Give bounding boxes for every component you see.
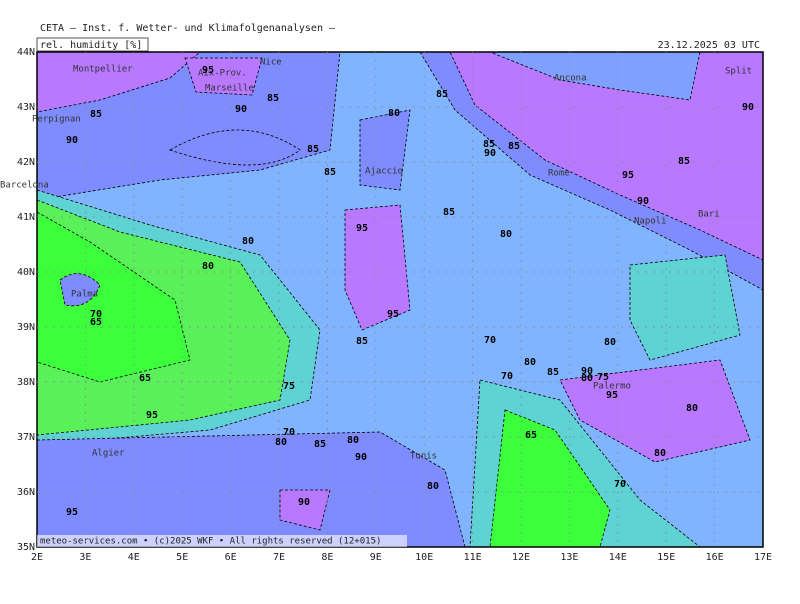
contour-label: 75	[283, 381, 295, 392]
contour-label: 85	[90, 109, 102, 120]
city-label: Tunis	[410, 452, 437, 462]
contour-label: 95	[146, 410, 158, 421]
city-label: Marseille	[205, 84, 254, 94]
lon-label: 3E	[79, 552, 91, 563]
variable-box	[36, 37, 149, 52]
contour-label: 85	[314, 439, 326, 450]
city-label: Split	[725, 67, 752, 77]
contour-label: 80	[581, 373, 593, 384]
contour-label: 80	[500, 229, 512, 240]
contour-label: 65	[525, 430, 537, 441]
contour-label: 90	[637, 196, 649, 207]
city-label: Aix-Prov.	[198, 69, 247, 79]
contour-label: 80	[388, 108, 400, 119]
lon-label: 11E	[464, 552, 482, 563]
contour-label: 85	[443, 207, 455, 218]
valid-time: 23.12.2025 03 UTC	[658, 40, 760, 51]
lat-label: 36N	[17, 487, 35, 498]
city-label: Palermo	[593, 382, 631, 392]
lon-label: 15E	[657, 552, 675, 563]
city-label: Algier	[92, 449, 125, 459]
footer-bg	[37, 535, 407, 547]
lon-label: 2E	[31, 552, 43, 563]
contour-label: 85	[483, 139, 495, 150]
city-label: Rome	[548, 169, 570, 179]
lon-label: 4E	[128, 552, 140, 563]
contour-label: 90	[235, 104, 247, 115]
contour-label: 90	[298, 497, 310, 508]
contour-label: 85	[267, 93, 279, 104]
contour-label: 95	[622, 170, 634, 181]
city-label: Ajaccio	[365, 167, 403, 177]
lat-label: 40N	[17, 267, 35, 278]
contour-label: 80	[524, 357, 536, 368]
lon-label: 9E	[370, 552, 382, 563]
contour-label: 80	[202, 261, 214, 272]
contour-label: 85	[356, 336, 368, 347]
city-label: Bari	[698, 210, 720, 220]
contour-label: 80	[347, 435, 359, 446]
city-label: Ancona	[554, 74, 587, 84]
lon-label: 5E	[176, 552, 188, 563]
lat-label: 38N	[17, 377, 35, 388]
contour-label: 90	[484, 148, 496, 159]
lat-label: 39N	[17, 322, 35, 333]
city-label: Palma	[71, 290, 98, 300]
contour-label: 90	[581, 366, 593, 377]
lon-label: 6E	[225, 552, 237, 563]
lon-label: 7E	[273, 552, 285, 563]
city-label: Montpellier	[73, 65, 133, 75]
contour-label: 65	[139, 373, 151, 384]
contour-label: 95	[387, 309, 399, 320]
contour-label: 75	[597, 372, 609, 383]
contour-label: 70	[283, 427, 295, 438]
lat-label: 43N	[17, 102, 35, 113]
lat-label: 42N	[17, 157, 35, 168]
contour-label: 80	[604, 337, 616, 348]
city-label: Barcelona	[0, 181, 49, 191]
contour-label: 85	[547, 367, 559, 378]
contour-label: 90	[742, 102, 754, 113]
contour-label: 85	[436, 89, 448, 100]
contour-label: 80	[654, 448, 666, 459]
contour-label: 70	[501, 371, 513, 382]
contour-label: 85	[678, 156, 690, 167]
lat-label: 41N	[17, 212, 35, 223]
city-label: Napoli	[634, 217, 667, 227]
humidity-field	[37, 52, 763, 547]
footer: meteo-services.com • (c)2025 WKF • All r…	[40, 537, 381, 547]
contour-label: 90	[355, 452, 367, 463]
lon-label: 16E	[706, 552, 724, 563]
lat-label: 37N	[17, 432, 35, 443]
contour-label: 95	[202, 65, 214, 76]
city-label: Perpignan	[32, 115, 81, 125]
lat-label: 44N	[17, 47, 35, 58]
contour-label: 70	[484, 335, 496, 346]
contour-label: 95	[66, 507, 78, 518]
contour-label: 70	[90, 309, 102, 320]
contour-label: 85	[508, 141, 520, 152]
lon-label: 10E	[415, 552, 433, 563]
lon-label: 8E	[321, 552, 333, 563]
lon-label: 13E	[560, 552, 578, 563]
contour-label: 65	[90, 317, 102, 328]
contour-label: 80	[427, 481, 439, 492]
lat-label: 35N	[17, 542, 35, 553]
header-title: CETA – Inst. f. Wetter- und Klimafolgena…	[40, 23, 336, 34]
contour-label: 70	[614, 479, 626, 490]
lon-label: 17E	[754, 552, 772, 563]
contour-label: 95	[356, 223, 368, 234]
contour-label: 85	[324, 167, 336, 178]
contour-label: 85	[307, 144, 319, 155]
contour-label: 90	[66, 135, 78, 146]
contour-label: 80	[275, 437, 287, 448]
variable-label: rel. humidity [%]	[40, 40, 142, 51]
lon-label: 12E	[512, 552, 530, 563]
contour-label: 80	[242, 236, 254, 247]
lon-label: 14E	[609, 552, 627, 563]
city-label: Nice	[260, 58, 282, 68]
contour-label: 80	[686, 403, 698, 414]
contour-label: 95	[606, 390, 618, 401]
